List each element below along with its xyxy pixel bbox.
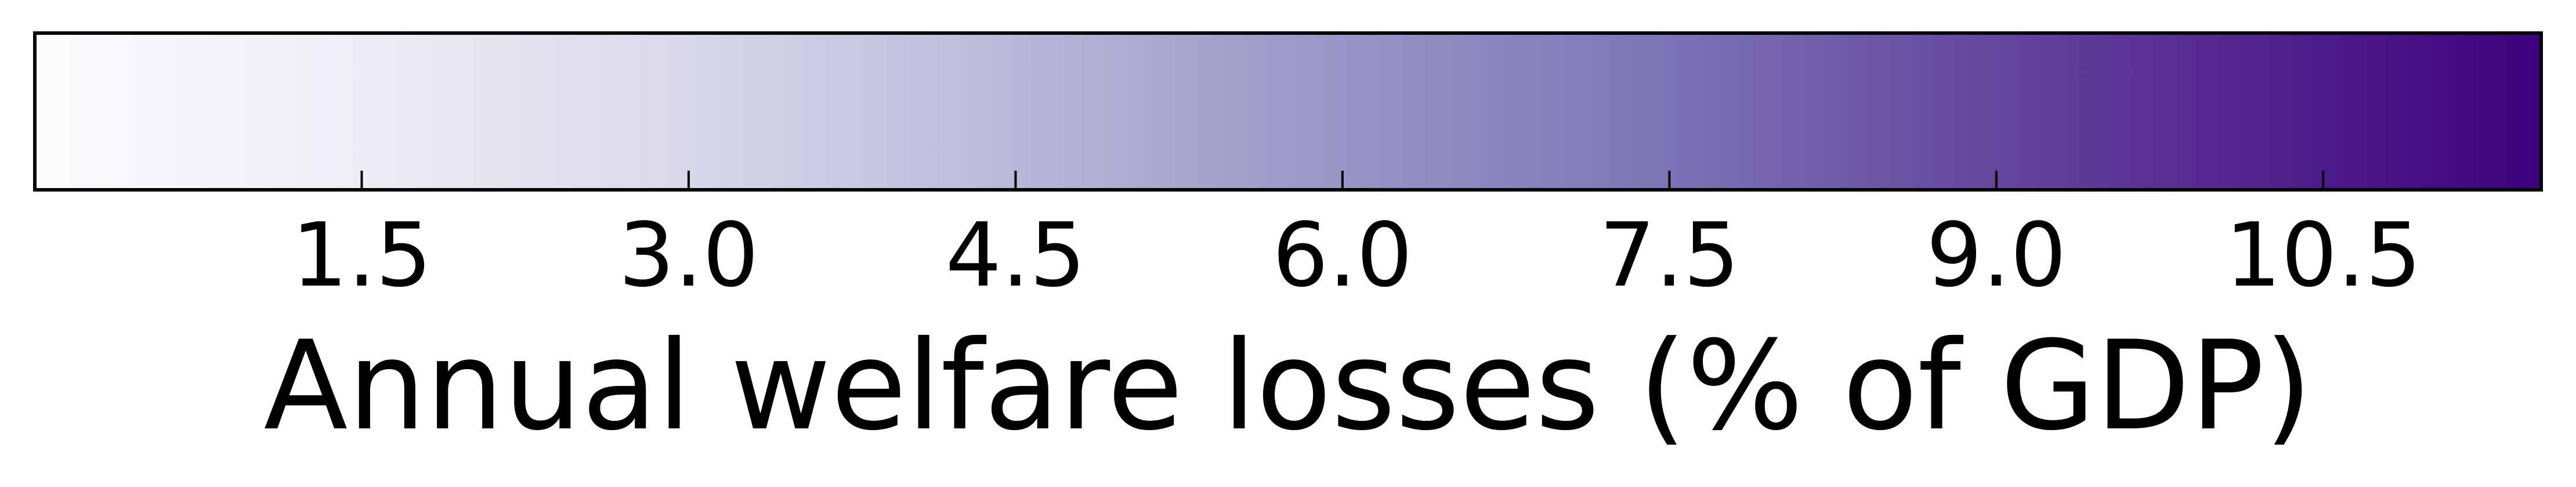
ticks-group: [360, 171, 2325, 190]
colorbar-axis-label: Annual welfare losses (% of GDP): [263, 314, 2312, 457]
tick-label-5: 9.0: [1926, 204, 2067, 306]
tick-label-0: 1.5: [292, 204, 432, 306]
colorbar-fill: [35, 33, 2541, 190]
tick-label-4: 7.5: [1600, 204, 1740, 306]
tick-label-6: 10.5: [2225, 204, 2421, 306]
tick-label-2: 4.5: [946, 204, 1086, 306]
tick-labels-group: 1.5 3.0 4.5 6.0 7.5 9.0 10.5: [292, 204, 2422, 306]
tick-label-1: 3.0: [618, 204, 759, 306]
tick-label-3: 6.0: [1272, 204, 1413, 306]
colorbar-frame: [33, 31, 2543, 192]
